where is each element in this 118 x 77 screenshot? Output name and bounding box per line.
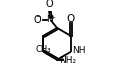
Text: O: O <box>46 0 53 9</box>
Text: NH₂: NH₂ <box>59 56 76 65</box>
Text: O: O <box>67 14 75 24</box>
Text: CH₃: CH₃ <box>36 45 51 54</box>
Text: +: + <box>50 15 55 20</box>
Text: −: − <box>35 14 40 19</box>
Text: O: O <box>34 15 42 25</box>
Text: N: N <box>46 15 53 24</box>
Text: NH: NH <box>72 46 85 55</box>
